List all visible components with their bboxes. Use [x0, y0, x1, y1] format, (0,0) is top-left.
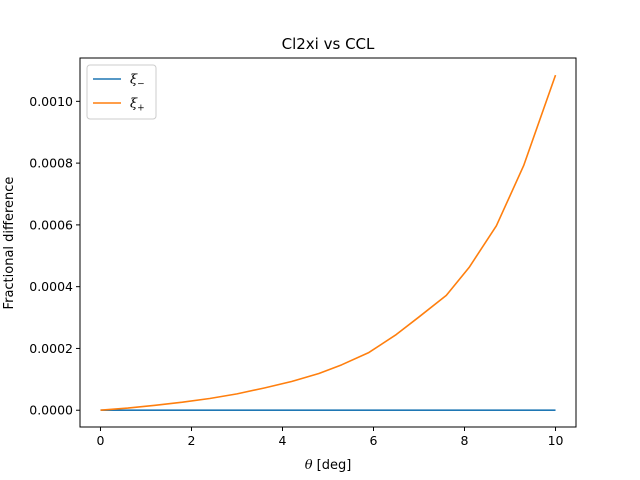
x-tick-label: 6 [370, 433, 378, 448]
y-tick-label: 0.0004 [29, 279, 73, 294]
legend-box [86, 64, 157, 120]
series-layer [100, 74, 557, 412]
y-axis-label: Fractional difference [2, 177, 17, 310]
x-axis-ticks: 0 2 4 6 8 10 [97, 427, 564, 448]
legend-label: ξ− [130, 73, 145, 90]
y-tick-label: 0.0000 [29, 403, 73, 418]
y-tick-label: 0.0010 [29, 94, 73, 109]
x-axis-label: θ [deg] [305, 458, 352, 473]
x-axis-label-unit: [deg] [313, 458, 352, 473]
x-tick-label: 0 [97, 433, 105, 448]
legend: ξ− ξ+ [86, 64, 157, 120]
y-tick-label: 0.0008 [29, 156, 73, 171]
x-tick-label: 4 [279, 433, 287, 448]
y-axis-ticks: 0.0000 0.0002 0.0004 0.0006 0.0008 0.0010 [29, 94, 80, 418]
x-axis-label-symbol: θ [305, 458, 313, 473]
y-tick-label: 0.0006 [29, 217, 73, 232]
legend-label: ξ+ [130, 97, 145, 114]
x-tick-label: 2 [188, 433, 196, 448]
y-tick-label: 0.0002 [29, 341, 73, 356]
plot-frame [79, 57, 577, 428]
x-tick-label: 8 [461, 433, 469, 448]
series-line-xi-plus [100, 74, 557, 412]
chart-title: Cl2xi vs CCL [282, 35, 375, 53]
x-tick-label: 10 [548, 433, 564, 448]
